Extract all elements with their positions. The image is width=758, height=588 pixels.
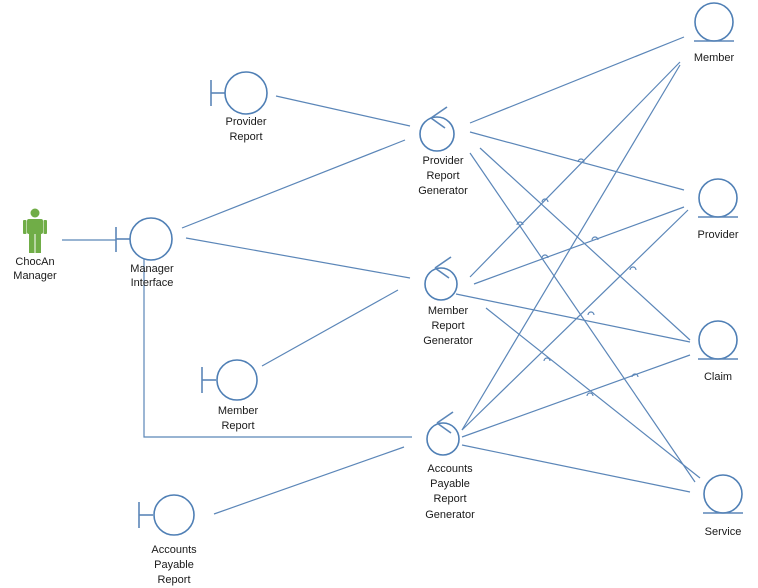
provider-generator-label-line1: Provider bbox=[423, 155, 464, 167]
manager-interface-label-line1: Manager bbox=[130, 263, 174, 275]
member-generator-label-line3: Generator bbox=[423, 335, 473, 347]
accounts-payable-report-label-line3: Report bbox=[157, 574, 190, 586]
member-report-label-line2: Report bbox=[221, 420, 254, 432]
connector-manager-interface-provider-generator bbox=[181, 139, 406, 229]
boundary-manager-interface[interactable]: Manager Interface bbox=[115, 217, 174, 289]
connector-member-gen-claim bbox=[455, 293, 691, 343]
provider-generator-label-line2: Report bbox=[426, 170, 459, 182]
control-accounts-payable-report-generator[interactable]: Accounts Payable Report Generator bbox=[425, 411, 475, 521]
connector-member-gen-provider bbox=[473, 206, 685, 285]
connector-provider-gen-member bbox=[469, 36, 685, 124]
connector-accounts-gen-service bbox=[461, 444, 691, 493]
control-member-report-generator[interactable]: Member Report Generator bbox=[423, 256, 473, 347]
entity-icon bbox=[698, 178, 738, 218]
accounts-payable-report-label-line1: Accounts bbox=[151, 544, 197, 556]
connector-accounts-gen-provider bbox=[461, 209, 689, 431]
accounts-generator-label-line3: Report bbox=[433, 493, 466, 505]
connector-provider-gen-claim bbox=[479, 147, 691, 341]
entity-service-label: Service bbox=[705, 526, 742, 538]
stick-figure-icon bbox=[23, 208, 47, 253]
connections bbox=[62, 36, 701, 515]
accounts-payable-report-label-line2: Payable bbox=[154, 559, 194, 571]
member-generator-label-line1: Member bbox=[428, 305, 469, 317]
boundary-icon bbox=[201, 359, 258, 401]
connector-provider-gen-service bbox=[469, 152, 696, 483]
connector-manager-interface-member-generator bbox=[185, 237, 411, 279]
control-icon bbox=[424, 256, 458, 301]
entity-member[interactable]: Member bbox=[694, 2, 735, 64]
entity-claim[interactable]: Claim bbox=[698, 320, 738, 383]
accounts-generator-label-line2: Payable bbox=[430, 478, 470, 490]
entity-service[interactable]: Service bbox=[703, 474, 743, 538]
provider-report-label-line2: Report bbox=[229, 131, 262, 143]
boundary-accounts-payable-report[interactable]: Accounts Payable Report bbox=[138, 494, 197, 586]
boundary-provider-report[interactable]: Provider Report bbox=[210, 71, 268, 143]
provider-report-label-line1: Provider bbox=[226, 116, 267, 128]
boundary-icon bbox=[138, 494, 195, 536]
connector-manager-interface-accounts-generator bbox=[143, 258, 412, 438]
accounts-generator-label-line1: Accounts bbox=[427, 463, 473, 475]
actor-label-line2: Manager bbox=[13, 270, 57, 282]
connector-accounts-gen-member bbox=[461, 64, 681, 431]
crossing-hops bbox=[516, 158, 639, 397]
connector-provider-report bbox=[275, 95, 411, 127]
connector-accounts-gen-claim bbox=[461, 354, 691, 438]
member-report-label-line1: Member bbox=[218, 405, 259, 417]
entity-provider-label: Provider bbox=[698, 229, 739, 241]
provider-generator-label-line3: Generator bbox=[418, 185, 468, 197]
entity-icon bbox=[703, 474, 743, 514]
actor-chocan-manager[interactable]: ChocAn Manager bbox=[13, 208, 57, 283]
connector-member-gen-service bbox=[485, 307, 701, 479]
boundary-member-report[interactable]: Member Report bbox=[201, 359, 259, 432]
entity-icon bbox=[694, 2, 734, 42]
connector-accounts-payable-report bbox=[213, 446, 405, 515]
manager-interface-label-line2: Interface bbox=[131, 277, 174, 289]
control-icon bbox=[419, 106, 455, 152]
boundary-icon bbox=[210, 71, 268, 115]
entity-claim-label: Claim bbox=[704, 371, 732, 383]
entity-provider[interactable]: Provider bbox=[698, 178, 739, 241]
actor-label-line1: ChocAn bbox=[15, 256, 54, 268]
member-generator-label-line2: Report bbox=[431, 320, 464, 332]
connector-provider-gen-provider bbox=[469, 131, 685, 191]
control-icon bbox=[426, 411, 460, 456]
boundary-icon bbox=[115, 217, 173, 261]
connector-member-report bbox=[261, 289, 399, 367]
connector-member-gen-member bbox=[469, 61, 681, 278]
accounts-generator-label-line4: Generator bbox=[425, 509, 475, 521]
entity-member-label: Member bbox=[694, 52, 735, 64]
control-provider-report-generator[interactable]: Provider Report Generator bbox=[418, 106, 468, 197]
entity-icon bbox=[698, 320, 738, 360]
